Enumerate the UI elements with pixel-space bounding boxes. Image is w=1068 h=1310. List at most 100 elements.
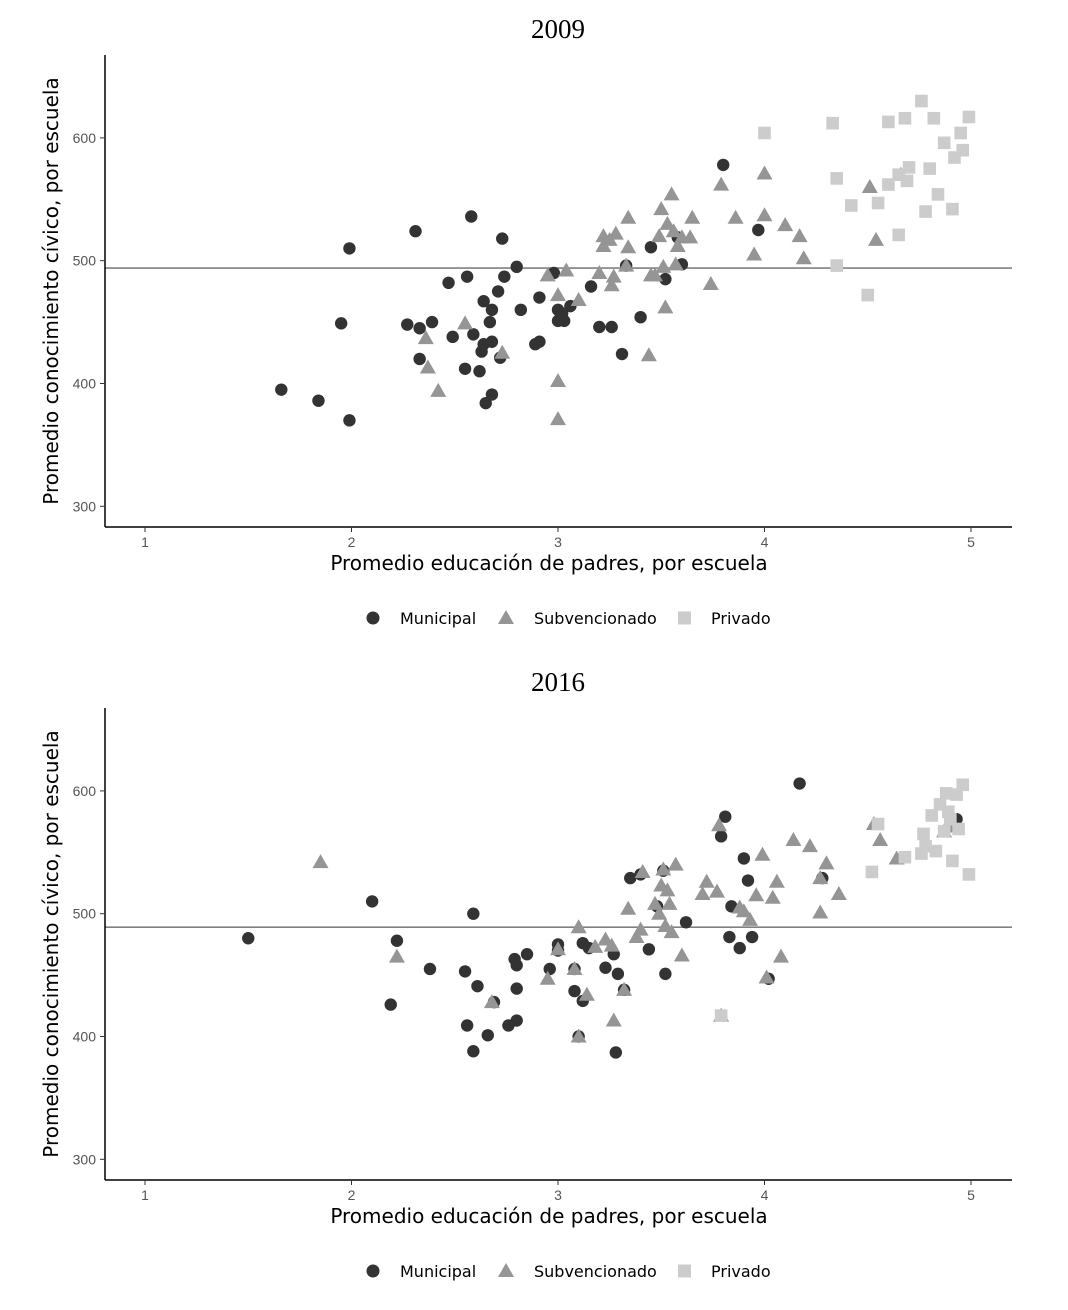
y-tick-label: 600 [73, 130, 97, 146]
point-subvencionado [558, 262, 575, 277]
point-subvencionado [742, 911, 759, 926]
point-municipal [479, 396, 492, 410]
point-municipal [481, 1029, 494, 1042]
legend-label-privado: Privado [711, 609, 771, 628]
point-privado [902, 161, 916, 174]
point-subvencionado [570, 919, 587, 934]
point-privado [871, 817, 885, 831]
point-subvencionado [764, 889, 781, 904]
point-privado [882, 178, 895, 191]
point-privado [925, 809, 939, 822]
point-municipal [275, 383, 288, 396]
point-municipal [467, 1045, 480, 1058]
point-municipal [477, 295, 490, 308]
point-subvencionado [812, 904, 829, 919]
point-subvencionado [756, 165, 773, 180]
point-municipal [644, 240, 658, 254]
point-municipal [533, 291, 546, 304]
point-subvencionado [632, 921, 649, 936]
point-municipal [413, 352, 426, 366]
point-municipal [390, 934, 404, 947]
point-subvencionado [607, 225, 624, 240]
point-subvencionado [661, 895, 678, 910]
point-subvencionado [868, 231, 885, 246]
x-axis-ticks: 1 2 3 4 5 [141, 527, 975, 550]
point-privado [871, 196, 885, 210]
point-subvencionado [587, 938, 604, 953]
point-subvencionado [653, 201, 670, 216]
y-tick-label: 400 [73, 1029, 97, 1045]
point-municipal [543, 962, 556, 976]
point-privado [861, 288, 875, 302]
y-tick-label: 400 [73, 376, 97, 392]
point-municipal [514, 303, 528, 317]
point-privado [714, 1009, 728, 1022]
point-municipal [467, 907, 480, 920]
point-subvencionado [430, 382, 447, 397]
point-municipal [659, 272, 672, 286]
point-municipal [717, 158, 730, 172]
point-privado [929, 844, 943, 858]
point-privado [919, 205, 932, 218]
point-municipal [584, 280, 598, 293]
point-privado [962, 110, 976, 124]
point-subvencionado [758, 969, 775, 984]
legend-marker-subvencionado [498, 610, 514, 624]
x-tick-label: 2 [348, 1187, 356, 1203]
point-subvencionado [665, 223, 682, 238]
point-municipal [752, 223, 765, 237]
y-tick-label: 500 [73, 906, 97, 922]
point-subvencionado [830, 886, 847, 901]
point-privado [882, 115, 895, 129]
point-privado [900, 174, 914, 188]
point-subvencionado [795, 250, 812, 265]
point-subvencionado [663, 924, 680, 939]
point-privado [826, 116, 839, 130]
point-subvencionado [756, 207, 773, 222]
point-municipal [384, 998, 397, 1011]
point-municipal [733, 941, 746, 955]
point-privado [954, 126, 967, 140]
point-municipal [615, 347, 629, 361]
point-subvencionado [539, 970, 556, 985]
point-municipal [498, 270, 511, 283]
point-subvencionado [818, 855, 835, 870]
point-municipal [413, 322, 426, 335]
point-municipal [343, 414, 356, 427]
point-subvencionado [603, 277, 620, 292]
point-subvencionado [713, 176, 730, 191]
point-privado [952, 822, 965, 836]
x-tick-label: 1 [141, 534, 149, 550]
legend-marker-privado [678, 611, 691, 625]
point-subvencionado [312, 854, 329, 869]
point-subvencionado [578, 986, 595, 1001]
point-municipal [473, 365, 486, 378]
point-subvencionado [748, 887, 765, 902]
point-subvencionado [659, 215, 676, 230]
point-municipal [741, 874, 755, 887]
point-subvencionado [628, 929, 645, 944]
point-subvencionado [388, 948, 405, 963]
x-tick-label: 5 [967, 534, 975, 550]
legend-label-privado: Privado [711, 1262, 771, 1281]
point-subvencionado [655, 861, 672, 876]
point-municipal [605, 320, 618, 334]
data-points [242, 777, 976, 1059]
point-subvencionado [550, 373, 566, 388]
point-subvencionado [872, 832, 889, 847]
point-municipal [496, 232, 509, 245]
point-municipal [409, 225, 422, 238]
point-subvencionado [640, 347, 657, 362]
point-privado [830, 259, 844, 272]
x-tick-label: 4 [761, 1187, 769, 1203]
point-municipal [460, 1019, 474, 1032]
point-municipal [679, 916, 693, 929]
legend-marker-municipal [366, 611, 380, 625]
chart-title: 2009 [531, 14, 585, 44]
point-municipal [719, 810, 732, 823]
point-municipal [442, 276, 455, 290]
y-tick-label: 600 [73, 783, 97, 799]
point-subvencionado [655, 258, 672, 273]
point-subvencionado [785, 832, 802, 847]
point-privado [830, 172, 844, 185]
